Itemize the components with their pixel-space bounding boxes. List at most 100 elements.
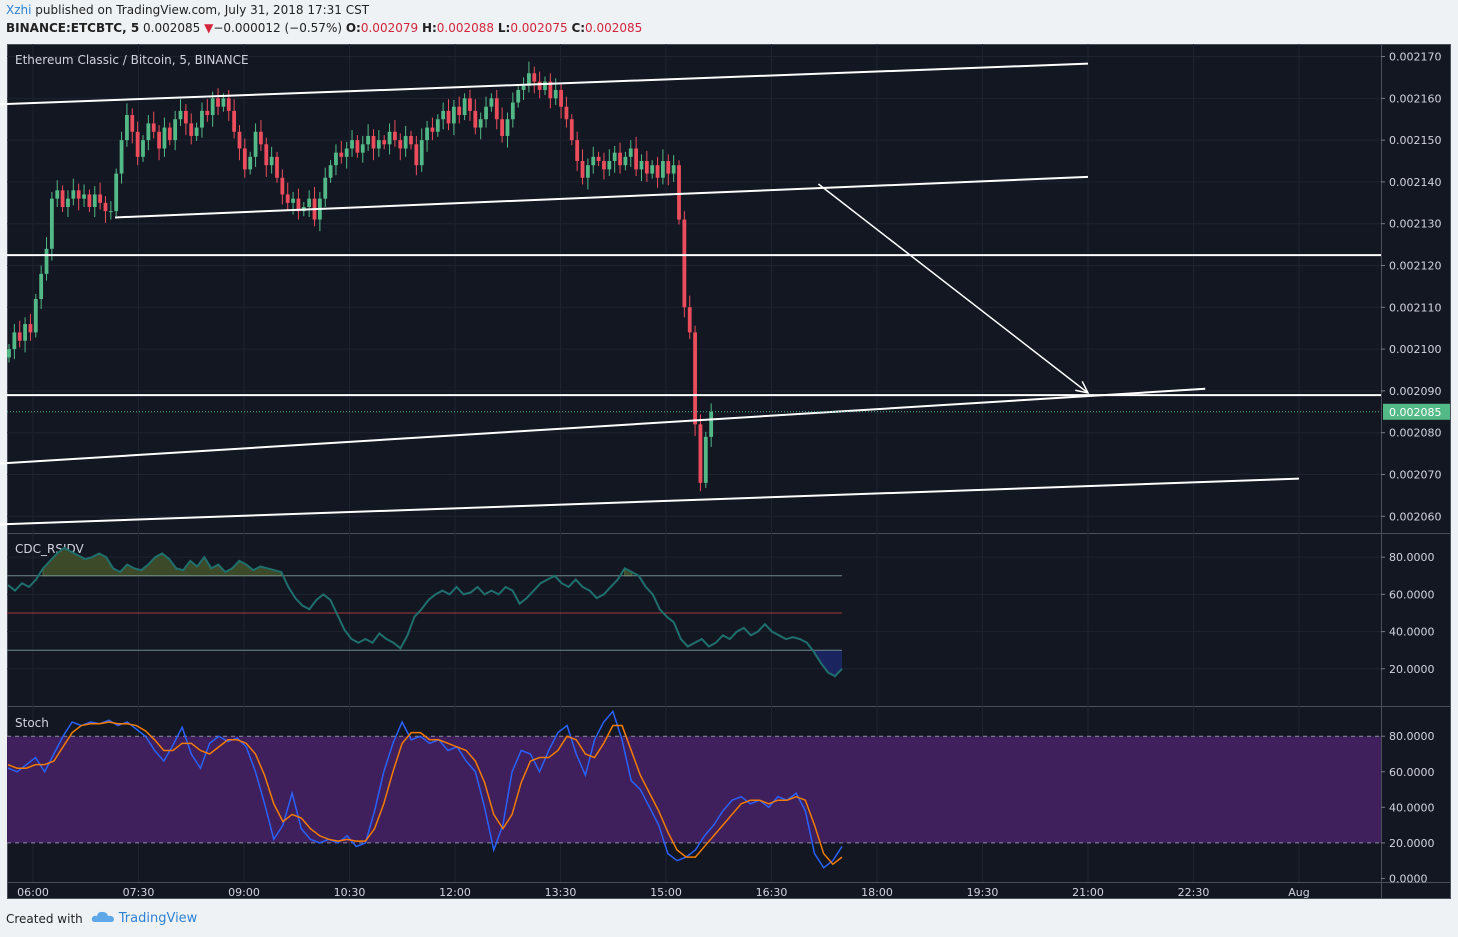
candle-body bbox=[489, 98, 494, 107]
y-tick-label: 20.0000 bbox=[1389, 837, 1435, 850]
x-tick-label: 13:30 bbox=[545, 886, 577, 899]
candle-body bbox=[259, 131, 263, 145]
close-value: 0.002085 bbox=[585, 21, 643, 35]
high-value: 0.002088 bbox=[436, 21, 495, 35]
candle-body bbox=[607, 161, 612, 170]
y-tick-label: 60.0000 bbox=[1389, 588, 1435, 601]
candle-body bbox=[55, 190, 60, 199]
candle-body bbox=[339, 152, 344, 157]
change-down-icon: ▼ bbox=[204, 21, 214, 35]
x-tick-label: 19:30 bbox=[967, 886, 999, 899]
chart-frame bbox=[7, 44, 1451, 899]
x-tick-label: Aug bbox=[1288, 886, 1309, 899]
candle-body bbox=[108, 211, 113, 213]
candle-body bbox=[698, 424, 703, 483]
candle-body bbox=[344, 148, 349, 157]
candle-body bbox=[505, 119, 510, 136]
candle-body bbox=[478, 119, 483, 128]
candle-body bbox=[382, 140, 387, 145]
indicator-title: Stoch bbox=[15, 716, 49, 730]
candle-body bbox=[183, 110, 188, 124]
candle-body bbox=[580, 161, 585, 178]
candle-body bbox=[553, 89, 558, 99]
candle-body bbox=[414, 144, 419, 166]
candle-body bbox=[366, 135, 371, 145]
candle-body bbox=[409, 135, 413, 145]
price-value: 0.002085 bbox=[143, 21, 201, 35]
trendline bbox=[0, 477, 1300, 526]
candle-body bbox=[585, 165, 590, 178]
candle-body bbox=[419, 140, 424, 166]
candle-body bbox=[602, 161, 606, 170]
y-tick-label: 0.002090 bbox=[1389, 385, 1442, 398]
candle-body bbox=[157, 131, 161, 149]
candle-body bbox=[451, 106, 456, 124]
y-tick-label: 60.0000 bbox=[1389, 766, 1435, 779]
candle-body bbox=[71, 190, 76, 199]
candle-body bbox=[543, 81, 547, 90]
candle-body bbox=[307, 198, 312, 207]
open-label: O: bbox=[345, 21, 361, 35]
candle-body bbox=[494, 98, 499, 120]
candle-body bbox=[350, 140, 354, 149]
author-link[interactable]: Xzhi bbox=[6, 3, 32, 17]
candle-body bbox=[596, 156, 601, 162]
candle-body bbox=[521, 85, 526, 90]
candle-body bbox=[564, 106, 569, 120]
candle-body bbox=[516, 89, 521, 103]
candle-body bbox=[130, 115, 135, 132]
y-tick-label: 80.0000 bbox=[1389, 551, 1435, 564]
candle-body bbox=[221, 98, 226, 107]
y-tick-label: 0.002150 bbox=[1389, 134, 1442, 147]
tradingview-brand-link[interactable]: TradingView bbox=[118, 911, 198, 926]
low-label: L: bbox=[497, 21, 511, 35]
candle-body bbox=[500, 119, 505, 136]
x-tick-label: 10:30 bbox=[334, 886, 366, 899]
candle-body bbox=[248, 156, 253, 170]
candle-body bbox=[591, 156, 596, 166]
candle-body bbox=[210, 98, 215, 116]
stoch-d-line bbox=[7, 721, 843, 866]
y-tick-label: 0.002130 bbox=[1389, 218, 1442, 231]
candle-body bbox=[446, 110, 451, 124]
y-tick-label: 0.002060 bbox=[1389, 510, 1442, 523]
candle-body bbox=[114, 173, 119, 212]
candle-body bbox=[151, 123, 156, 132]
candle-body bbox=[655, 165, 660, 178]
y-tick-label: 20.0000 bbox=[1389, 663, 1435, 676]
created-with-text: Created with bbox=[6, 911, 83, 926]
candle-body bbox=[666, 161, 671, 174]
candle-body bbox=[237, 131, 242, 149]
stoch-k-line bbox=[7, 709, 843, 869]
candle-body bbox=[355, 140, 360, 153]
candle-body bbox=[87, 194, 92, 207]
candle-body bbox=[644, 161, 649, 174]
footer: Created with TradingView bbox=[6, 910, 197, 927]
candle-body bbox=[612, 152, 617, 162]
candle-body bbox=[66, 198, 70, 207]
candle-body bbox=[328, 165, 333, 178]
candle-body bbox=[468, 98, 472, 111]
candle-body bbox=[559, 89, 563, 107]
candle-body bbox=[435, 119, 440, 132]
high-label: H: bbox=[421, 21, 437, 35]
candle-body bbox=[253, 131, 258, 157]
candle-body bbox=[430, 127, 435, 132]
rsi-line bbox=[7, 546, 843, 678]
candle-body bbox=[200, 110, 204, 128]
candle-body bbox=[387, 131, 392, 145]
candle-body bbox=[709, 411, 714, 437]
candle-body bbox=[173, 119, 178, 141]
y-tick-label: 0.002080 bbox=[1389, 427, 1442, 440]
candle-body bbox=[33, 298, 38, 333]
candle-body bbox=[28, 324, 33, 333]
x-tick-label: 15:00 bbox=[650, 886, 682, 899]
candle-body bbox=[7, 349, 11, 358]
trendline bbox=[0, 62, 1089, 106]
candle-body bbox=[639, 161, 644, 170]
candle-body bbox=[376, 140, 381, 149]
x-tick-label: 06:00 bbox=[17, 886, 49, 899]
candle-body bbox=[135, 131, 140, 157]
y-tick-label: 40.0000 bbox=[1389, 801, 1435, 814]
